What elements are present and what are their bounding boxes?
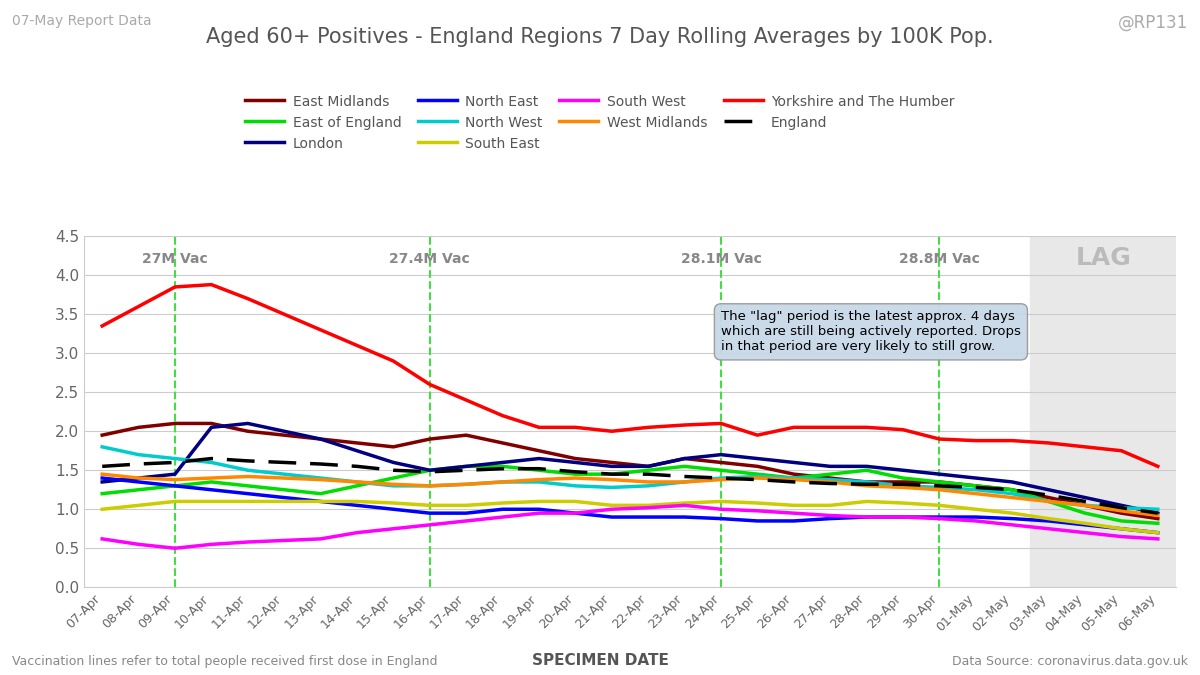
Text: The "lag" period is the latest approx. 4 days
which are still being actively rep: The "lag" period is the latest approx. 4… [721, 310, 1021, 353]
Text: LAG: LAG [1075, 246, 1132, 270]
Text: @RP131: @RP131 [1117, 14, 1188, 32]
Bar [1031, 236, 1176, 587]
Text: SPECIMEN DATE: SPECIMEN DATE [532, 653, 668, 668]
Text: Aged 60+ Positives - England Regions 7 Day Rolling Averages by 100K Pop.: Aged 60+ Positives - England Regions 7 D… [206, 27, 994, 47]
Text: 07-May Report Data: 07-May Report Data [12, 14, 151, 28]
Legend: East Midlands, East of England, London, North East, North West, South East, Sout: East Midlands, East of England, London, … [239, 88, 961, 158]
Text: 28.1M Vac: 28.1M Vac [680, 252, 762, 266]
Text: Vaccination lines refer to total people received first dose in England: Vaccination lines refer to total people … [12, 655, 438, 668]
Text: Data Source: coronavirus.data.gov.uk: Data Source: coronavirus.data.gov.uk [952, 655, 1188, 668]
Text: 27M Vac: 27M Vac [142, 252, 208, 266]
Text: 28.8M Vac: 28.8M Vac [899, 252, 980, 266]
Text: 27.4M Vac: 27.4M Vac [390, 252, 470, 266]
